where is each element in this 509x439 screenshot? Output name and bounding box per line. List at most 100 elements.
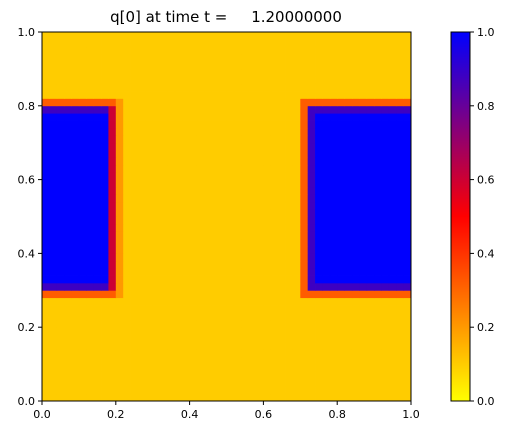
heatmap-cell	[219, 364, 227, 372]
heatmap-cell	[270, 231, 279, 240]
heatmap-cell	[160, 201, 168, 210]
heatmap-cell	[388, 164, 397, 173]
heatmap-cell	[196, 54, 205, 62]
heatmap-cell	[366, 135, 375, 144]
heatmap-cell	[152, 393, 161, 402]
heatmap-cell	[285, 305, 294, 313]
heatmap-cell	[182, 275, 190, 284]
heatmap-cell	[396, 142, 405, 151]
heatmap-cell	[196, 334, 205, 343]
heatmap-cell	[211, 327, 220, 335]
heatmap-cell	[329, 127, 338, 136]
heatmap-cell	[56, 127, 65, 136]
heatmap-cell	[101, 238, 109, 247]
heatmap-cell	[315, 253, 323, 262]
heatmap-cell	[174, 312, 183, 321]
heatmap-cell	[211, 371, 220, 380]
heatmap-cell	[374, 186, 382, 195]
heatmap-cell	[307, 54, 316, 62]
heatmap-cell	[211, 172, 220, 180]
heatmap-cell	[307, 260, 316, 269]
heatmap-cell	[101, 364, 109, 372]
heatmap-cell	[226, 194, 235, 203]
heatmap-cell	[344, 83, 353, 92]
heatmap-cell	[130, 135, 139, 144]
heatmap-cell	[322, 32, 331, 40]
heatmap-cell	[248, 341, 257, 350]
heatmap-cell	[359, 334, 368, 343]
heatmap-cell	[278, 194, 286, 203]
heatmap-cell	[167, 68, 176, 77]
heatmap-cell	[337, 91, 345, 99]
heatmap-cell	[241, 164, 250, 173]
heatmap-cell	[366, 349, 375, 358]
heatmap-cell	[388, 386, 397, 395]
heatmap-cell	[233, 349, 242, 358]
heatmap-cell	[307, 216, 316, 225]
heatmap-cell	[315, 319, 323, 328]
heatmap-cell	[292, 113, 301, 121]
heatmap-cell	[108, 61, 117, 70]
heatmap-cell	[270, 268, 279, 276]
heatmap-cell	[300, 349, 309, 358]
heatmap-cell	[196, 61, 205, 70]
heatmap-cell	[278, 105, 286, 114]
heatmap-cell	[78, 76, 87, 85]
heatmap-cell	[248, 150, 257, 158]
heatmap-cell	[351, 349, 360, 358]
heatmap-cell	[137, 83, 146, 92]
heatmap-cell	[174, 157, 183, 166]
heatmap-cell	[292, 334, 301, 343]
heatmap-cell	[78, 305, 87, 313]
heatmap-cell	[285, 386, 294, 395]
heatmap-cell	[292, 68, 301, 77]
heatmap-cell	[189, 105, 198, 114]
heatmap-cell	[219, 305, 227, 313]
heatmap-cell	[285, 334, 294, 343]
heatmap-cell	[263, 312, 272, 321]
heatmap-cell	[292, 120, 301, 129]
heatmap-cell	[300, 179, 309, 188]
heatmap-cell	[300, 290, 309, 299]
heatmap-cell	[145, 371, 154, 380]
heatmap-cell	[49, 305, 58, 313]
heatmap-cell	[351, 341, 360, 350]
heatmap-cell	[108, 172, 117, 180]
colorbar	[450, 31, 471, 402]
heatmap-cell	[248, 61, 257, 70]
heatmap-cell	[42, 223, 50, 232]
heatmap-cell	[86, 282, 95, 291]
heatmap-cell	[359, 113, 368, 121]
heatmap-cell	[315, 61, 323, 70]
heatmap-cell	[388, 275, 397, 284]
heatmap-cell	[278, 150, 286, 158]
heatmap-cell	[182, 246, 190, 254]
heatmap-cell	[329, 223, 338, 232]
heatmap-cell	[351, 290, 360, 299]
heatmap-cell	[285, 371, 294, 380]
heatmap-cell	[344, 231, 353, 240]
heatmap-cell	[101, 334, 109, 343]
heatmap-cell	[174, 238, 183, 247]
heatmap-cell	[233, 253, 242, 262]
heatmap-cell	[263, 68, 272, 77]
heatmap-cell	[226, 282, 235, 291]
heatmap-cell	[196, 32, 205, 40]
heatmap-cell	[233, 32, 242, 40]
heatmap-cell	[292, 319, 301, 328]
heatmap-cell	[233, 334, 242, 343]
heatmap-cell	[78, 282, 87, 291]
heatmap-cell	[329, 209, 338, 217]
heatmap-cell	[381, 282, 390, 291]
heatmap-cell	[241, 179, 250, 188]
heatmap-cell	[322, 223, 331, 232]
heatmap-cell	[42, 238, 50, 247]
heatmap-cell	[137, 150, 146, 158]
heatmap-cell	[285, 39, 294, 48]
heatmap-cell	[101, 260, 109, 269]
heatmap-cell	[381, 194, 390, 203]
heatmap-cell	[307, 393, 316, 402]
heatmap-cell	[219, 246, 227, 254]
heatmap-cell	[233, 305, 242, 313]
heatmap-cell	[337, 39, 345, 48]
